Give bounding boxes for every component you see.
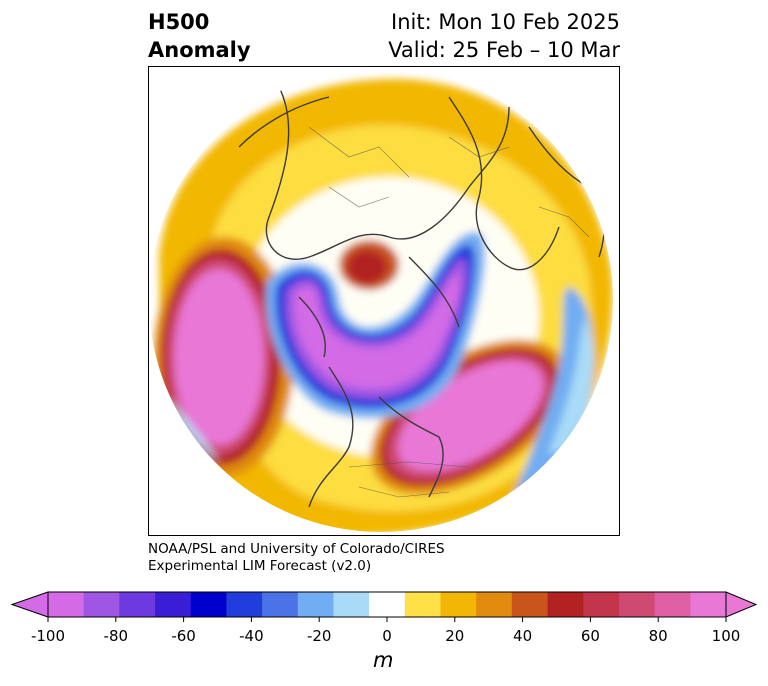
title-anomaly: Anomaly: [148, 38, 251, 62]
colorbar-segment: [618, 592, 656, 617]
colorbar-segment: [369, 592, 406, 617]
credit-line1: NOAA/PSL and University of Colorado/CIRE…: [148, 541, 445, 557]
colorbar-segment: [155, 592, 192, 617]
colorbar-over-arrow: [725, 591, 758, 618]
colorbar-tick-label: -100: [30, 627, 66, 645]
colorbar-segment: [511, 592, 549, 617]
colorbar-segment: [333, 592, 370, 617]
valid-period: Valid: 25 Feb – 10 Mar: [388, 38, 620, 62]
anomaly-field: [149, 68, 613, 532]
colorbar: [10, 591, 758, 622]
colorbar-segment: [48, 592, 85, 617]
credit-line2: Experimental LIM Forecast (v2.0): [148, 558, 372, 574]
colorbar-tick-label: 80: [648, 627, 668, 645]
colorbar-segment: [226, 592, 263, 617]
colorbar-segment: [297, 592, 334, 617]
colorbar-tick-label: -20: [306, 627, 332, 645]
colorbar-segment: [190, 592, 227, 617]
title-variable: H500: [148, 10, 210, 34]
colorbar-segment: [654, 592, 691, 617]
colorbar-under-arrow: [10, 591, 49, 618]
coastlines: [238, 86, 605, 508]
colorbar-segment: [262, 592, 299, 617]
colorbar-tick-label: 20: [445, 627, 465, 645]
borders: [308, 126, 590, 498]
colorbar-tick-label: 0: [382, 627, 392, 645]
colorbar-segment: [119, 592, 156, 617]
colorbar-segment: [404, 592, 442, 617]
colorbar-segment: [690, 592, 727, 617]
colorbar-tick-label: 100: [711, 627, 741, 645]
colorbar-tick-label: -40: [239, 627, 264, 645]
colorbar-tick-label: 40: [513, 627, 533, 645]
init-date: Init: Mon 10 Feb 2025: [391, 10, 620, 34]
colorbar-tick-label: 60: [580, 627, 600, 645]
colorbar-segment: [547, 592, 584, 617]
anomaly-map: [148, 66, 620, 536]
colorbar-segment: [440, 592, 477, 617]
colorbar-segment: [83, 592, 120, 617]
colorbar-segment: [476, 592, 513, 617]
colorbar-segment: [583, 592, 620, 617]
credit: NOAA/PSL and University of Colorado/CIRE…: [148, 541, 445, 575]
colorbar-tick-label: -80: [103, 627, 129, 645]
map-title: H500 Anomaly: [148, 8, 251, 64]
map-canvas: [149, 68, 613, 532]
colorbar-tick-label: -60: [171, 627, 196, 645]
forecast-dates: Init: Mon 10 Feb 2025 Valid: 25 Feb – 10…: [388, 8, 620, 64]
colorbar-unit: m: [373, 648, 394, 672]
